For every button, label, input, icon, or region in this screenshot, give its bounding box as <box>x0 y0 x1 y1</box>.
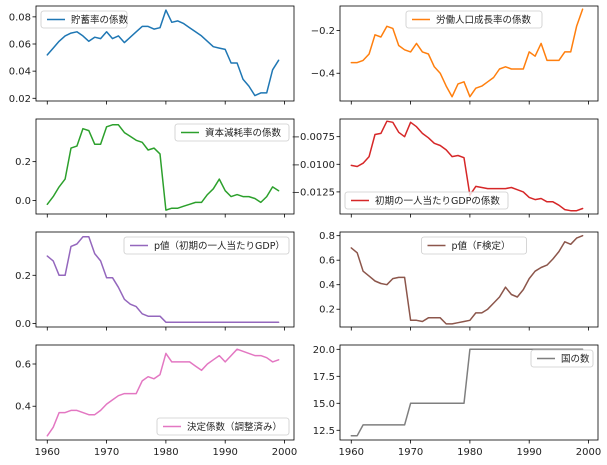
y-tick-label: −0.4 <box>311 69 335 80</box>
y-tick-label: 0.6 <box>15 360 31 371</box>
series-line <box>46 348 280 437</box>
y-tick-label: 0.2 <box>319 305 335 316</box>
subplot-4: −0.0075 −0.0100 −0.0125 初期の一人当たりGDPの係数 <box>292 118 599 218</box>
subplot-1: 0.02 0.04 0.06 0.08 貯蓄率の係数 <box>9 5 295 105</box>
legend: p値（F検定） <box>421 236 527 255</box>
y-tick-label: 15.0 <box>313 399 335 410</box>
series-line <box>350 348 584 437</box>
legend-label: 国の数 <box>561 353 590 365</box>
y-tick-label: 12.5 <box>313 426 335 437</box>
y-tick-label: 17.5 <box>313 372 335 383</box>
legend-frame <box>123 236 290 255</box>
subplot-5: 0.2 0.0 p値（初期の一人当たりGDP） <box>15 231 295 331</box>
legend: 労働人口成長率の係数 <box>405 10 543 29</box>
plot-frame <box>339 344 599 441</box>
y-tick-label: 0.6 <box>319 256 335 267</box>
legend: p値（初期の一人当たりGDP） <box>123 236 290 255</box>
legend-label: 労働人口成長率の係数 <box>436 14 532 26</box>
subplot-8: 1960 1970 1980 1990 2000 20.0 17.5 15.0 12.5 国の数 <box>313 344 601 458</box>
series-line <box>46 124 280 211</box>
legend: 貯蓄率の係数 <box>40 10 129 29</box>
series-line <box>350 8 584 98</box>
legend-label: p値（初期の一人当たりGDP） <box>154 240 285 252</box>
x-tick-label: 1990 <box>212 447 237 458</box>
legend: 国の数 <box>530 349 594 368</box>
y-tick-label: −0.0100 <box>292 160 335 171</box>
legend-frame <box>174 123 290 142</box>
y-tick-label: 0.4 <box>15 402 31 413</box>
x-tick-label: 2000 <box>576 447 601 458</box>
x-tick-label: 1960 <box>35 447 60 458</box>
plot-frame <box>35 118 295 215</box>
y-tick-label: −0.0075 <box>292 132 335 143</box>
plot-frame <box>339 231 599 328</box>
x-tick-label: 1970 <box>94 447 119 458</box>
legend-label: 決定係数（調整済み） <box>187 421 282 433</box>
y-tick-label: 0.2 <box>15 157 31 168</box>
legend-label: 資本減耗率の係数 <box>205 127 282 139</box>
y-tick-label: 0.8 <box>319 231 335 242</box>
x-tick-label: 1980 <box>457 447 482 458</box>
x-tick-label: 1970 <box>398 447 423 458</box>
series-line <box>350 120 584 212</box>
plot-frame <box>35 5 295 102</box>
legend-label: 初期の一人当たりGDPの係数 <box>375 195 500 207</box>
y-tick-label: 0.0 <box>15 196 31 207</box>
y-tick-label: 0.02 <box>9 94 31 105</box>
x-tick-label: 2000 <box>272 447 297 458</box>
y-tick-label: 0.0 <box>15 319 31 330</box>
y-tick-label: 0.08 <box>9 12 31 23</box>
plot-frame <box>339 5 599 102</box>
y-tick-label: 0.4 <box>319 280 335 291</box>
legend-frame <box>421 236 527 255</box>
legend-frame <box>344 191 509 210</box>
legend-label: p値（F検定） <box>452 240 511 252</box>
series-line <box>46 236 280 323</box>
subplot-2: −0.2 −0.4 労働人口成長率の係数 <box>311 5 599 105</box>
legend: 初期の一人当たりGDPの係数 <box>344 191 509 210</box>
subplot-7: 1960 1970 1980 1990 2000 0.6 0.4 決定係数（調整済み） <box>15 344 297 458</box>
plot-frame <box>339 118 599 215</box>
legend-frame <box>530 349 594 368</box>
series-line <box>350 234 584 325</box>
plot-frame <box>35 344 295 441</box>
x-tick-label: 1960 <box>339 447 364 458</box>
y-tick-label: 0.06 <box>9 40 31 51</box>
legend: 決定係数（調整済み） <box>156 417 290 436</box>
legend-frame <box>405 10 543 29</box>
x-tick-label: 1990 <box>516 447 541 458</box>
y-tick-label: −0.0125 <box>292 187 335 198</box>
subplot-6: 0.8 0.6 0.4 0.2 p値（F検定） <box>319 231 599 331</box>
y-tick-label: 0.04 <box>9 67 31 78</box>
y-tick-label: 20.0 <box>313 345 335 356</box>
legend-frame <box>156 417 290 436</box>
x-tick-label: 1980 <box>153 447 178 458</box>
legend-frame <box>40 10 128 29</box>
y-tick-label: −0.2 <box>311 26 335 37</box>
subplot-3: 0.2 0.0 資本減耗率の係数 <box>15 118 295 218</box>
legend-label: 貯蓄率の係数 <box>71 14 129 26</box>
y-tick-label: 0.2 <box>15 271 31 282</box>
plot-frame <box>35 231 295 328</box>
legend: 資本減耗率の係数 <box>174 123 290 142</box>
series-line <box>46 9 280 97</box>
